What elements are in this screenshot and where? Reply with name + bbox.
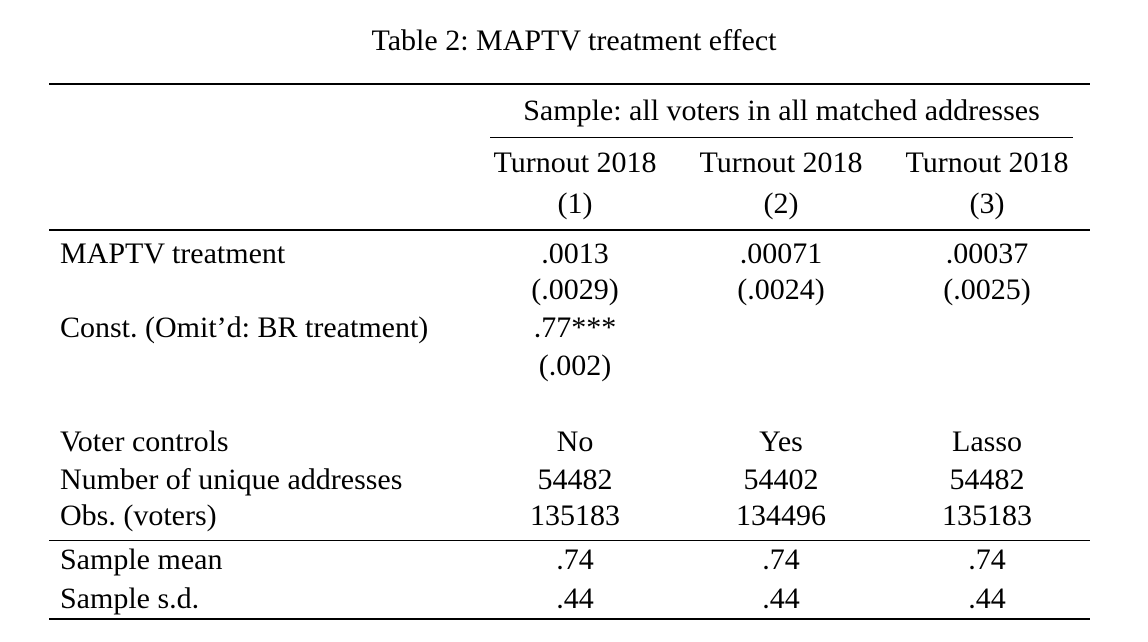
column-header-3: Turnout 2018 (3) bbox=[884, 138, 1090, 231]
cell-value: (.0029) bbox=[531, 273, 619, 306]
cell-value: (.0024) bbox=[737, 273, 825, 306]
cell-value: .74 bbox=[556, 543, 594, 577]
column-label: Turnout 2018 bbox=[905, 146, 1069, 179]
cell-value bbox=[678, 347, 884, 385]
cell-value bbox=[884, 347, 1090, 385]
cell-value: Lasso bbox=[952, 425, 1022, 458]
sample-header-cell: Sample: all voters in all matched addres… bbox=[472, 84, 1090, 138]
row-label bbox=[49, 347, 472, 385]
row-label: MAPTV treatment bbox=[60, 237, 286, 270]
cell-value: (.002) bbox=[538, 349, 612, 382]
table-row-sample-sd: Sample s.d. .44 .44 .44 bbox=[49, 580, 1090, 619]
cell-value: .44 bbox=[762, 581, 800, 615]
cell-value: 134496 bbox=[678, 499, 884, 541]
sample-header-text: Sample: all voters in all matched addres… bbox=[490, 85, 1073, 138]
cell-value: No bbox=[556, 425, 594, 458]
column-number: (3) bbox=[969, 187, 1005, 220]
paper-page: Table 2: MAPTV treatment effect Sample: … bbox=[0, 24, 1148, 642]
cell-value: Yes bbox=[759, 425, 803, 458]
empty-cell bbox=[49, 385, 1090, 423]
cell-value: .44 bbox=[556, 581, 594, 615]
table-row-maptv-treatment: MAPTV treatment .0013 .00071 .00037 bbox=[49, 230, 1090, 271]
row-label: Sample mean bbox=[60, 543, 223, 577]
cell-value: .00037 bbox=[945, 237, 1029, 270]
table-title: Table 2: MAPTV treatment effect bbox=[371, 24, 777, 57]
row-label: Const. (Omit’d: BR treatment) bbox=[60, 311, 429, 344]
cell-value: 135183 bbox=[884, 499, 1090, 541]
row-label: Number of unique addresses bbox=[60, 463, 403, 496]
row-label: Obs. (voters) bbox=[49, 499, 472, 541]
cell-value: (.0025) bbox=[943, 273, 1031, 306]
cell-value: .74 bbox=[968, 543, 1006, 577]
cell-value: .0013 bbox=[541, 237, 609, 270]
table-row-constant: Const. (Omit’d: BR treatment) .77*** bbox=[49, 309, 1090, 347]
column-number: (2) bbox=[763, 187, 799, 220]
cell-value: .74 bbox=[762, 543, 800, 577]
sample-header-row: Sample: all voters in all matched addres… bbox=[49, 84, 1090, 138]
regression-table-wrapper: Sample: all voters in all matched addres… bbox=[49, 83, 1090, 620]
empty-cell bbox=[49, 84, 472, 138]
column-label: Turnout 2018 bbox=[699, 146, 863, 179]
spacer-row bbox=[49, 385, 1090, 423]
regression-table: Sample: all voters in all matched addres… bbox=[49, 83, 1090, 620]
table-row-observations: Obs. (voters) 135183 134496 135183 bbox=[49, 499, 1090, 541]
column-label: Turnout 2018 bbox=[493, 146, 657, 179]
empty-cell bbox=[49, 138, 472, 231]
cell-value: .77*** bbox=[533, 311, 617, 344]
row-label: Voter controls bbox=[60, 425, 229, 458]
cell-value: 54482 bbox=[949, 463, 1025, 496]
table-row-voter-controls: Voter controls No Yes Lasso bbox=[49, 423, 1090, 461]
cell-value bbox=[678, 309, 884, 347]
table-row-constant-se: (.002) bbox=[49, 347, 1090, 385]
column-header-row: Turnout 2018 (1) Turnout 2018 (2) Turnou… bbox=[49, 138, 1090, 231]
column-header-1: Turnout 2018 (1) bbox=[472, 138, 678, 231]
table-row-unique-addresses: Number of unique addresses 54482 54402 5… bbox=[49, 461, 1090, 499]
table-row-sample-mean: Sample mean .74 .74 .74 bbox=[49, 541, 1090, 580]
row-label bbox=[49, 271, 472, 309]
cell-value bbox=[884, 309, 1090, 347]
cell-value: 54402 bbox=[743, 463, 819, 496]
column-number: (1) bbox=[557, 187, 593, 220]
cell-value: .00071 bbox=[739, 237, 823, 270]
row-label: Sample s.d. bbox=[60, 581, 200, 615]
cell-value: .44 bbox=[968, 581, 1006, 615]
table-row-maptv-se: (.0029) (.0024) (.0025) bbox=[49, 271, 1090, 309]
column-header-2: Turnout 2018 (2) bbox=[678, 138, 884, 231]
cell-value: 54482 bbox=[537, 463, 613, 496]
cell-value: 135183 bbox=[472, 499, 678, 541]
